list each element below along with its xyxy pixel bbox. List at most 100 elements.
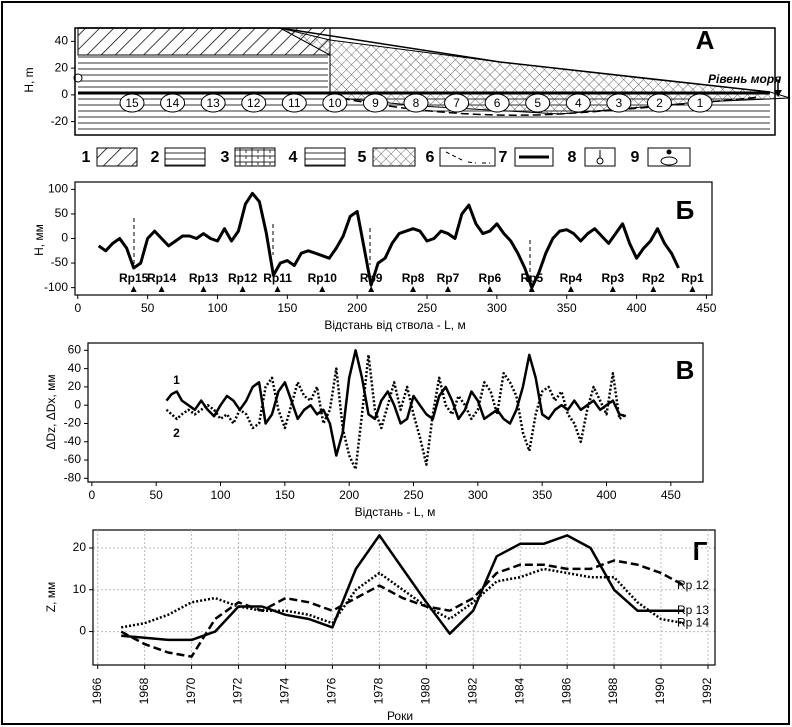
point-label: 11 — [288, 96, 301, 110]
point-label: 5 — [534, 96, 541, 110]
data-line — [165, 353, 627, 471]
y-tick-label: 0 — [61, 231, 68, 245]
x-tick-label: 250 — [417, 301, 437, 315]
point-label: 9 — [372, 96, 379, 110]
x-tick-label: 1976 — [325, 677, 339, 704]
legend-number: 3 — [221, 149, 230, 166]
x-tick-label: 150 — [277, 301, 297, 315]
data-line — [97, 191, 680, 290]
panel-b-dashed-marks — [133, 218, 531, 290]
point-label: 13 — [206, 96, 220, 110]
point-label: 15 — [125, 96, 139, 110]
x-tick-label: 400 — [596, 488, 616, 502]
x-tick-label: 50 — [141, 301, 155, 315]
rp-marker — [368, 286, 375, 292]
x-tick-label: 350 — [557, 301, 577, 315]
x-tick-label: 300 — [487, 301, 507, 315]
rp-label: Rp3 — [601, 271, 624, 285]
x-axis-label: Відстань - L, м — [355, 505, 436, 519]
x-tick-label: 450 — [661, 488, 681, 502]
x-tick-label: 1980 — [418, 677, 432, 704]
rp-label: Rp9 — [360, 271, 383, 285]
point-marker — [281, 93, 307, 113]
y-axis-label: Z, мм — [44, 582, 58, 613]
rp-label: Rp2 — [642, 271, 665, 285]
plot-frame — [92, 529, 716, 666]
rp-marker — [609, 286, 616, 292]
x-tick-label: 1978 — [372, 677, 386, 704]
series-label: Rp 14 — [677, 615, 709, 629]
rp-marker — [650, 286, 657, 292]
x-axis-label: Роки — [387, 709, 413, 723]
panel-title: Б — [676, 195, 695, 225]
rp-marker — [486, 286, 493, 292]
x-tick-label: 300 — [468, 488, 488, 502]
legend-number: 4 — [289, 149, 298, 166]
rp-label: Rp12 — [228, 271, 258, 285]
rp-marker — [444, 286, 451, 292]
y-tick-label: 0 — [74, 397, 81, 411]
x-tick-label: 100 — [207, 301, 227, 315]
rp-marker — [200, 286, 207, 292]
point-label: 14 — [166, 96, 180, 110]
rp-marker — [528, 286, 535, 292]
x-tick-label: 1988 — [606, 677, 620, 704]
x-tick-label: 1970 — [184, 677, 198, 704]
rp-label: Rp4 — [560, 271, 583, 285]
y-tick-label: 50 — [55, 206, 69, 220]
y-tick-label: 10 — [73, 582, 87, 596]
section-legend-icons — [96, 147, 691, 167]
y-axis-label: H, m — [22, 67, 36, 92]
legend-number: 8 — [568, 149, 577, 166]
x-tick-label: 400 — [627, 301, 647, 315]
x-tick-label: 250 — [403, 488, 423, 502]
x-tick-label: 1974 — [278, 677, 292, 704]
y-tick-label: -100 — [44, 280, 68, 294]
data-line — [121, 534, 685, 642]
rp-label: Rp1 — [681, 271, 704, 285]
rp-marker — [239, 286, 246, 292]
rp-marker — [567, 286, 574, 292]
legend-number: 2 — [151, 149, 160, 166]
rp-label: Rp6 — [479, 271, 502, 285]
rp-label: Rp15 — [119, 271, 149, 285]
point-marker — [403, 93, 429, 113]
y-tick-label: -20 — [64, 416, 82, 430]
rp-label: Rp11 — [263, 271, 292, 285]
legend-number: 1 — [82, 149, 91, 166]
rp-marker — [319, 286, 326, 292]
y-tick-label: -50 — [51, 255, 69, 269]
x-tick-label: 1972 — [231, 677, 245, 704]
legend-number: 5 — [358, 149, 367, 166]
sea-level-label: Рівень моря — [708, 72, 781, 86]
x-tick-label: 1992 — [700, 677, 714, 704]
point-label: 10 — [328, 96, 342, 110]
point-marker — [565, 93, 591, 113]
x-tick-label: 350 — [532, 488, 552, 502]
rp-label: Rp8 — [402, 271, 425, 285]
point-label: 1 — [697, 96, 704, 110]
legend-number: 6 — [426, 149, 435, 166]
point-marker — [606, 93, 632, 113]
legend-number: 9 — [631, 149, 640, 166]
x-tick-label: 0 — [74, 301, 81, 315]
point-marker — [525, 93, 551, 113]
point-marker — [322, 93, 348, 113]
point-marker — [484, 93, 510, 113]
point-marker — [362, 93, 388, 113]
y-tick-label: 40 — [55, 34, 69, 48]
rp-label: Rp14 — [147, 271, 177, 285]
x-tick-label: 1982 — [465, 677, 479, 704]
x-tick-label: 0 — [89, 488, 96, 502]
series-label: Rp 13 — [677, 603, 709, 617]
y-tick-label: -80 — [64, 471, 82, 485]
point-marker — [687, 93, 713, 113]
y-tick-label: 100 — [48, 182, 68, 196]
panel-title: В — [676, 355, 695, 385]
rp-label: Rp10 — [308, 271, 338, 285]
x-tick-label: 1966 — [90, 677, 104, 704]
panel-title: А — [696, 25, 715, 55]
x-tick-label: 1984 — [512, 677, 526, 704]
